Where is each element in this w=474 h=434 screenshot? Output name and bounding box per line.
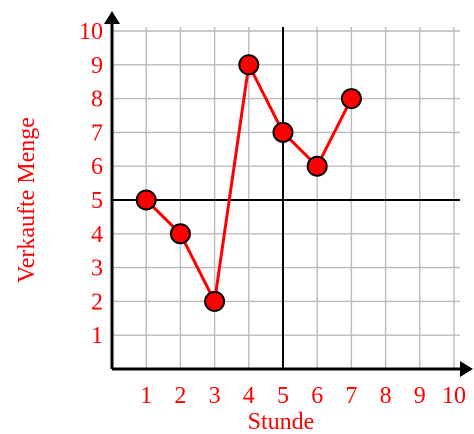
x-tick-label: 10	[442, 383, 466, 409]
data-points	[135, 54, 362, 312]
y-tick-label: 10	[79, 19, 103, 45]
axes	[104, 11, 473, 377]
y-tick-label: 3	[91, 256, 103, 282]
data-point	[306, 155, 328, 177]
y-axis-arrow	[104, 11, 120, 24]
x-axis-label: Stunde	[248, 409, 315, 434]
y-tick-labels: 1 2 3 4 5 6 7 8 9 10	[79, 19, 103, 349]
x-tick-labels: 1 2 3 4 5 6 7 8 9 10	[140, 383, 466, 409]
grid	[112, 27, 460, 369]
y-tick-label: 8	[91, 87, 103, 113]
x-tick-label: 7	[345, 383, 357, 409]
y-tick-label: 4	[91, 222, 103, 248]
data-point	[135, 189, 157, 211]
y-tick-label: 1	[91, 323, 103, 349]
reference-lines	[112, 27, 460, 369]
y-tick-label: 9	[91, 53, 103, 79]
x-tick-label: 5	[277, 383, 289, 409]
data-point	[204, 290, 226, 312]
data-point	[238, 54, 260, 76]
data-point	[169, 223, 191, 245]
y-tick-label: 5	[91, 188, 103, 214]
y-axis-label: Verkaufte Menge	[14, 117, 40, 283]
y-tick-label: 7	[91, 120, 103, 146]
x-tick-label: 9	[414, 383, 426, 409]
y-tick-label: 6	[91, 154, 103, 180]
x-tick-label: 1	[140, 383, 152, 409]
data-point	[340, 88, 362, 110]
x-axis-arrow	[460, 361, 473, 377]
x-tick-label: 6	[311, 383, 323, 409]
y-tick-label: 2	[91, 289, 103, 315]
x-tick-label: 4	[243, 383, 255, 409]
data-point	[272, 121, 294, 143]
x-tick-label: 3	[209, 383, 221, 409]
x-tick-label: 2	[174, 383, 186, 409]
x-tick-label: 8	[380, 383, 392, 409]
